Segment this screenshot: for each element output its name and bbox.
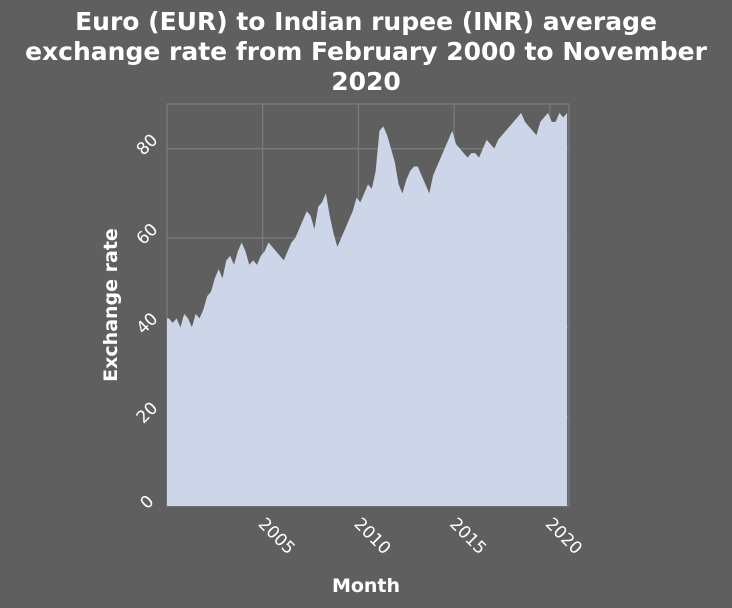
chart-title-line-1: Euro (EUR) to Indian rupee (INR) average xyxy=(75,7,657,36)
exchange-rate-area xyxy=(167,112,568,506)
chart-title-line-2: exchange rate from February 2000 to Nove… xyxy=(25,37,707,66)
chart-title-line-3: 2020 xyxy=(331,67,401,96)
x-tick-label: 2010 xyxy=(350,514,395,559)
y-axis-label: Exchange rate xyxy=(100,228,122,382)
x-tick-label: 2020 xyxy=(541,514,586,559)
y-tick-label: 20 xyxy=(133,398,162,427)
area-series xyxy=(167,112,568,506)
y-tick-label: 80 xyxy=(133,130,162,159)
x-tick-label: 2005 xyxy=(254,514,299,559)
y-tick-label: 40 xyxy=(133,309,162,338)
y-tick-label: 0 xyxy=(137,492,159,514)
x-tick-label: 2015 xyxy=(445,514,490,559)
y-tick-label: 60 xyxy=(133,220,162,249)
x-axis-label: Month xyxy=(332,575,400,597)
